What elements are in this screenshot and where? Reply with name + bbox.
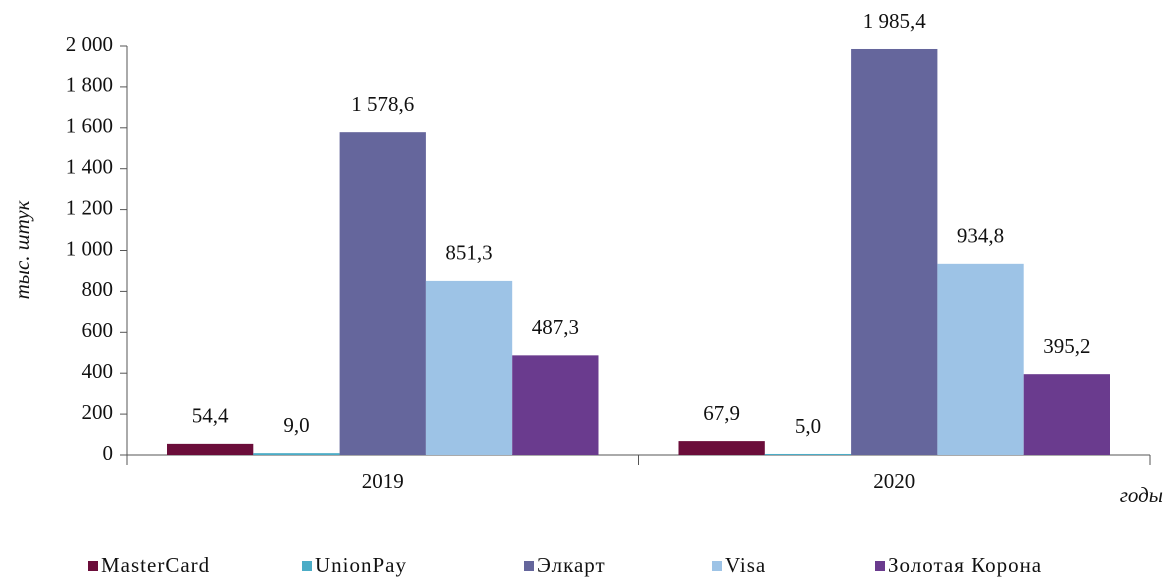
y-tick-label: 200: [82, 400, 114, 424]
y-tick-label: 600: [82, 318, 114, 342]
x-tick-label: 2020: [873, 469, 915, 493]
value-label: 1 578,6: [351, 92, 414, 116]
bar: [253, 453, 340, 455]
y-tick-label: 1 000: [66, 236, 113, 260]
value-label: 54,4: [192, 404, 229, 428]
legend-swatch: [524, 561, 534, 571]
legend-swatch: [88, 561, 98, 571]
value-label: 395,2: [1043, 334, 1090, 358]
legend-label: Золотая Корона: [888, 553, 1042, 577]
value-label: 5,0: [795, 414, 821, 438]
bar: [678, 441, 765, 455]
bar: [339, 132, 426, 455]
y-tick-label: 1 800: [66, 73, 113, 97]
legend-swatch: [712, 561, 722, 571]
legend-label: Visa: [725, 553, 766, 577]
x-axis-label: годы: [1120, 483, 1163, 507]
value-label: 934,8: [957, 224, 1004, 248]
y-axis-label: тыс. штук: [10, 200, 34, 299]
bar: [937, 263, 1024, 455]
bar: [764, 453, 852, 455]
y-tick-label: 1 200: [66, 195, 113, 219]
legend-label: UnionPay: [315, 553, 407, 577]
bar: [425, 280, 513, 455]
value-label: 1 985,4: [863, 9, 927, 33]
value-label: 487,3: [532, 315, 579, 339]
legend-label: MasterCard: [101, 553, 210, 577]
y-tick-label: 2 000: [66, 32, 113, 56]
x-tick-label: 2019: [362, 469, 404, 493]
legend-swatch: [875, 561, 885, 571]
legend-label: Элкарт: [537, 553, 606, 577]
y-tick-label: 0: [103, 441, 114, 465]
bar: [167, 443, 254, 455]
value-label: 67,9: [703, 401, 740, 425]
bar: [1023, 374, 1110, 455]
bar: [512, 355, 599, 455]
bar: [851, 48, 938, 456]
y-tick-label: 1 400: [66, 155, 113, 179]
y-tick-label: 1 600: [66, 114, 113, 138]
legend-swatch: [302, 561, 312, 571]
y-tick-label: 800: [82, 277, 114, 301]
y-tick-label: 400: [82, 359, 114, 383]
value-label: 851,3: [445, 241, 492, 265]
value-label: 9,0: [283, 413, 309, 437]
